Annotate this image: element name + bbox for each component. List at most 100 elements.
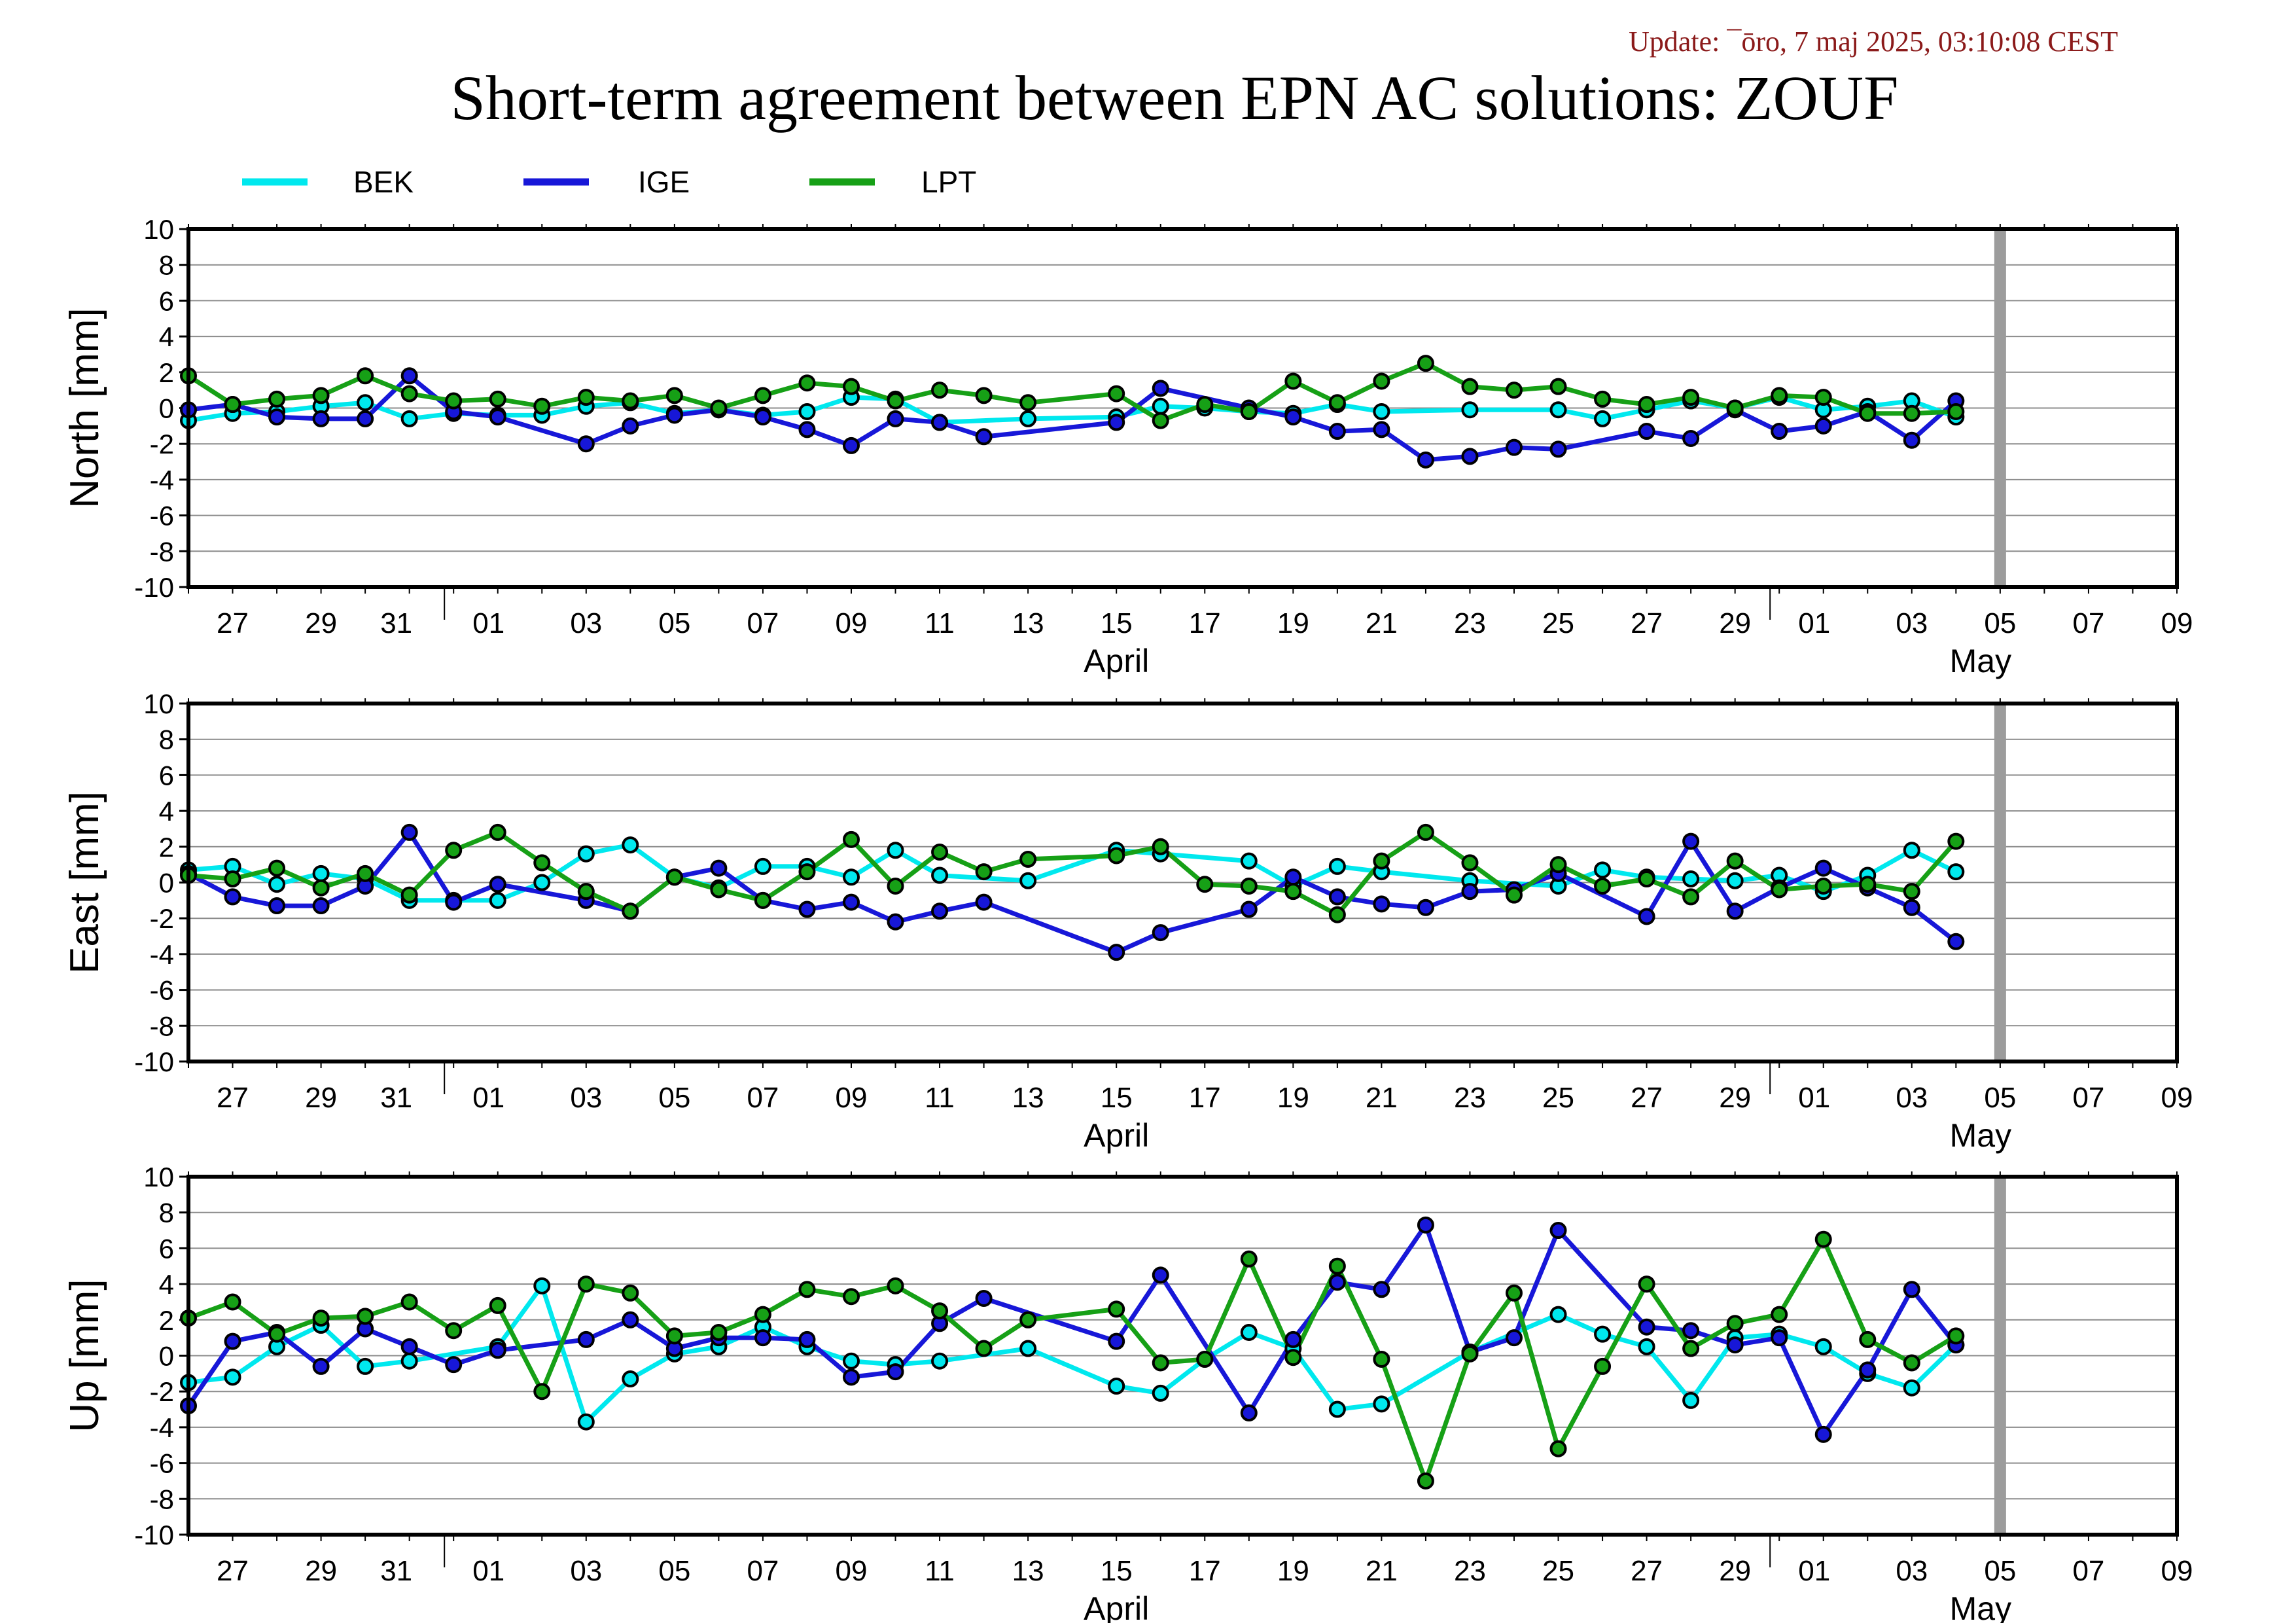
data-point-lpt [1284, 1349, 1302, 1366]
data-point-lpt [533, 1383, 551, 1400]
data-point-ige [1903, 1281, 1920, 1298]
data-point-lpt [887, 877, 904, 895]
data-point-lpt [1726, 399, 1744, 417]
data-point-lpt [1152, 838, 1169, 855]
y-tick-label: -4 [150, 939, 174, 970]
data-point-lpt [445, 392, 463, 410]
x-tick-label: 05 [658, 1555, 690, 1587]
x-tick-label: 17 [1189, 607, 1221, 639]
x-tick-label: 01 [1798, 607, 1830, 639]
data-point-ige [931, 902, 949, 920]
data-point-lpt [1814, 877, 1832, 895]
data-point-bek [1594, 410, 1612, 427]
x-tick-label: 03 [570, 1555, 602, 1587]
data-point-lpt [1019, 850, 1037, 868]
data-point-lpt [1284, 372, 1302, 390]
data-point-ige [1417, 899, 1434, 916]
data-point-lpt [1506, 1284, 1523, 1302]
x-tick-label: 13 [1012, 607, 1044, 639]
x-tick-label: 07 [747, 1555, 779, 1587]
data-point-bek [1726, 872, 1744, 889]
data-point-ige [798, 1330, 816, 1348]
x-tick-label: 25 [1542, 1082, 1574, 1114]
data-point-bek [1947, 863, 1965, 881]
x-tick-label: 27 [217, 607, 249, 639]
x-tick-label: 17 [1189, 1555, 1221, 1587]
data-point-bek [843, 1352, 860, 1370]
data-point-ige [887, 410, 904, 427]
data-point-lpt [1682, 1340, 1700, 1357]
y-tick-label: 10 [143, 214, 174, 245]
data-point-bek [1549, 1306, 1567, 1323]
data-point-bek [533, 1277, 551, 1294]
data-point-ige [1373, 1281, 1390, 1298]
x-tick-label: 09 [2161, 607, 2193, 639]
data-point-lpt [754, 387, 771, 404]
data-point-lpt [400, 886, 418, 904]
data-point-ige [489, 1342, 506, 1359]
data-point-lpt [400, 385, 418, 402]
x-tick-label: 31 [380, 1555, 412, 1587]
x-tick-label: 07 [2072, 1555, 2104, 1587]
data-point-lpt [1594, 877, 1612, 895]
data-point-lpt [622, 392, 639, 410]
y-tick-label: 4 [159, 321, 174, 352]
data-point-ige [1417, 1216, 1434, 1234]
month-label-may: May [1950, 643, 2011, 679]
data-point-ige [843, 893, 860, 911]
data-point-lpt [224, 1293, 241, 1311]
data-point-bek [533, 874, 551, 891]
data-point-bek [622, 836, 639, 854]
data-point-ige [1108, 414, 1125, 431]
y-tick-label: 0 [159, 868, 174, 899]
data-point-ige [843, 1368, 860, 1386]
x-tick-label: 23 [1454, 607, 1486, 639]
data-point-lpt [1506, 886, 1523, 904]
legend-label-lpt: LPT [921, 165, 976, 199]
y-axis-label: North [mm] [62, 308, 107, 508]
data-point-ige [1814, 1425, 1832, 1443]
data-point-ige [1328, 1274, 1346, 1291]
x-tick-label: 05 [1984, 1555, 2016, 1587]
data-point-ige [1638, 908, 1655, 925]
data-point-lpt [312, 879, 330, 897]
data-point-bek [1903, 842, 1920, 859]
y-axis-label: Up [mm] [62, 1279, 107, 1432]
data-point-bek [798, 402, 816, 420]
plot-frame [186, 1175, 2179, 1537]
panel-north: 10 8 6 4 2 0 -2 -4 -6 -8 -10 North [mm] 27 29 31 01 03 05… [62, 214, 2193, 679]
data-point-lpt [1328, 1257, 1346, 1275]
data-point-ige [975, 1289, 993, 1307]
data-point-ige [1771, 1329, 1788, 1347]
data-point-ige [445, 893, 463, 911]
data-point-bek [400, 410, 418, 427]
data-point-ige [1284, 1330, 1302, 1348]
x-tick-label: 31 [380, 607, 412, 639]
data-point-lpt [1417, 823, 1434, 841]
data-point-lpt [312, 387, 330, 404]
data-point-ige [1682, 832, 1700, 850]
data-point-ige [1417, 451, 1434, 469]
y-tick-label: -10 [134, 572, 174, 603]
data-point-lpt [1284, 883, 1302, 901]
data-point-ige [975, 428, 993, 446]
x-tick-label: 07 [2072, 1082, 2104, 1114]
data-point-lpt [710, 881, 728, 899]
x-tick-label: 07 [747, 1082, 779, 1114]
data-point-ige [931, 414, 949, 431]
y-tick-label: -8 [150, 1484, 174, 1514]
x-tick-label: 25 [1542, 607, 1574, 639]
data-point-ige [754, 408, 771, 426]
data-point-ige [224, 888, 241, 906]
data-point-bek [1240, 1323, 1258, 1341]
series-line-lpt [187, 1237, 1958, 1484]
data-point-lpt [1417, 1472, 1434, 1489]
data-point-lpt [931, 844, 949, 861]
data-point-bek [1240, 852, 1258, 870]
data-point-ige [798, 421, 816, 438]
data-point-lpt [1240, 1250, 1258, 1268]
y-tick-label: 6 [159, 760, 174, 791]
y-tick-label: 10 [143, 688, 174, 719]
data-point-lpt [1859, 1330, 1877, 1348]
data-point-lpt [312, 1310, 330, 1327]
